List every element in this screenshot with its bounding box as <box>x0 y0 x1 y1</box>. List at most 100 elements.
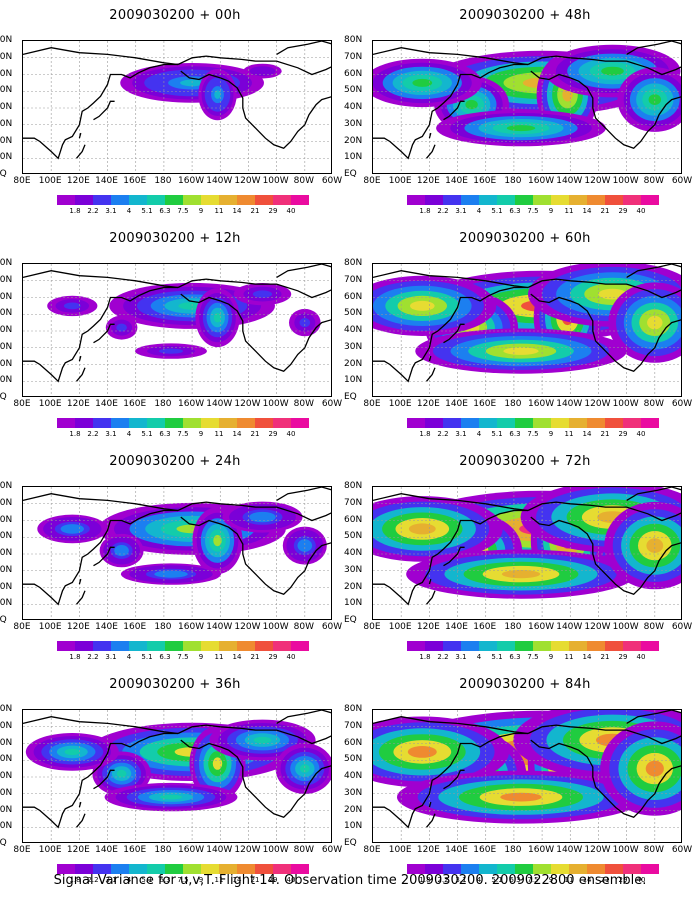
coastline <box>177 501 331 522</box>
colorbar-label: 40 <box>286 207 296 215</box>
variance-contour <box>214 90 221 99</box>
lat-label: 50N <box>0 531 13 542</box>
colorbar-label: 21 <box>600 876 610 884</box>
lat-label: 30N <box>0 787 13 798</box>
coastline <box>23 63 178 160</box>
lon-label: 180 <box>154 176 172 186</box>
lon-axis: 80E 100E 120E 140E 160E 180 160W 140W 120W 100W 80… <box>13 845 342 857</box>
colorbar-swatch <box>551 864 569 874</box>
lat-label: 40N <box>0 548 13 558</box>
colorbar <box>57 864 309 874</box>
lon-label: 80W <box>643 622 664 632</box>
variance-contour <box>66 526 79 532</box>
coastline <box>23 47 179 66</box>
colorbar-swatch <box>237 418 255 428</box>
lat-label: 70N <box>0 51 13 62</box>
colorbar-label: 2.2 <box>87 430 99 438</box>
colorbar-label: 11 <box>214 876 224 884</box>
lon-label: 100E <box>388 622 412 632</box>
lat-label: 50N <box>344 85 363 96</box>
variance-contour <box>159 794 183 800</box>
colorbar-label: 5.1 <box>141 653 153 661</box>
coastline <box>23 732 178 829</box>
lon-label: 80W <box>293 176 314 186</box>
coastline <box>428 801 432 808</box>
map-panel: 2009030200 + 12h 80N 70N 60N 50N 40N 30N 20N 10N… <box>0 223 350 446</box>
colorbar-label: 6.3 <box>159 653 171 661</box>
coastline <box>443 546 465 567</box>
colorbar-label: 5.1 <box>141 207 153 215</box>
coastline <box>527 724 681 745</box>
lat-label: 30N <box>0 118 13 129</box>
lon-label: 60W <box>671 176 693 186</box>
variance-map <box>372 709 682 843</box>
lon-label: 100W <box>612 176 639 186</box>
lat-label: EQ <box>0 392 7 402</box>
lon-label: 80E <box>363 622 381 632</box>
colorbar-label: 1.8 <box>419 653 431 661</box>
lon-label: 180 <box>504 399 522 409</box>
coastline <box>373 493 529 512</box>
colorbar-label: 1.8 <box>69 430 81 438</box>
lat-label: 10N <box>0 598 13 609</box>
colorbar-label: 40 <box>636 653 646 661</box>
lon-label: 100E <box>388 176 412 186</box>
lon-label: 120W <box>234 845 261 855</box>
colorbar-label: 4 <box>476 653 482 661</box>
colorbar-labels: 1.8 2.2 3.1 4 5.1 6.3 7.5 9 11 14 21 29 40 <box>407 876 687 886</box>
lon-label: 160W <box>528 622 555 632</box>
colorbar-label: 4 <box>126 876 132 884</box>
panel-title: 2009030200 + 48h <box>459 8 591 23</box>
colorbar-label: 21 <box>250 207 260 215</box>
lon-label: 80W <box>643 845 664 855</box>
colorbar-labels: 1.8 2.2 3.1 4 5.1 6.3 7.5 9 11 14 21 29 40 <box>407 653 687 663</box>
colorbar-swatch <box>623 864 641 874</box>
colorbar-swatch <box>129 195 147 205</box>
lat-label: 80N <box>344 35 363 45</box>
lon-label: 60W <box>321 622 343 632</box>
colorbar-swatch <box>497 641 515 651</box>
lon-label: 80E <box>13 845 31 855</box>
colorbar-swatch <box>407 195 425 205</box>
lat-label: EQ <box>344 838 357 848</box>
colorbar-label: 7.5 <box>177 876 189 884</box>
lat-label: EQ <box>0 169 7 179</box>
lat-label: 70N <box>0 720 13 731</box>
variance-contour <box>501 570 541 579</box>
variance-contour <box>213 535 222 547</box>
colorbar-swatch <box>497 418 515 428</box>
lon-label: 140E <box>95 399 118 409</box>
lon-label: 140W <box>556 622 583 632</box>
colorbar-swatch <box>425 418 443 428</box>
lat-label: 60N <box>0 291 13 302</box>
colorbar-label: 2.2 <box>87 207 99 215</box>
coastline <box>373 716 529 735</box>
colorbar-swatch <box>551 195 569 205</box>
colorbar-labels: 1.8 2.2 3.1 4 5.1 6.3 7.5 9 11 14 21 29 40 <box>407 207 687 217</box>
lon-label: 100E <box>38 176 62 186</box>
colorbar-label: 29 <box>268 876 278 884</box>
colorbar-swatch <box>93 418 111 428</box>
lon-axis: 80E 100E 120E 140E 160E 180 160W 140W 120W 100W 80… <box>13 399 342 411</box>
lat-label: 70N <box>344 497 363 508</box>
lon-label: 160W <box>178 845 205 855</box>
lon-label: 140E <box>95 845 118 855</box>
map-plot <box>23 487 331 619</box>
colorbar-label: 29 <box>618 207 628 215</box>
lon-label: 100E <box>388 399 412 409</box>
coastline <box>276 41 331 55</box>
map-plot <box>373 41 681 173</box>
colorbar-label: 21 <box>600 653 610 661</box>
lon-label: 140E <box>445 845 468 855</box>
coastline <box>426 144 436 159</box>
map-panel: 2009030200 + 72h 80N 70N 60N 50N 40N 30N 20N 10N… <box>344 446 700 669</box>
lat-label: 80N <box>0 35 13 45</box>
colorbar-label: 11 <box>214 207 224 215</box>
colorbar-labels: 1.8 2.2 3.1 4 5.1 6.3 7.5 9 11 14 21 29 40 <box>57 430 337 440</box>
lon-label: 160W <box>528 845 555 855</box>
lat-label: 70N <box>344 51 363 62</box>
colorbar-swatch <box>129 641 147 651</box>
colorbar-label: 6.3 <box>509 207 521 215</box>
colorbar-label: 40 <box>636 207 646 215</box>
colorbar-swatch <box>407 641 425 651</box>
